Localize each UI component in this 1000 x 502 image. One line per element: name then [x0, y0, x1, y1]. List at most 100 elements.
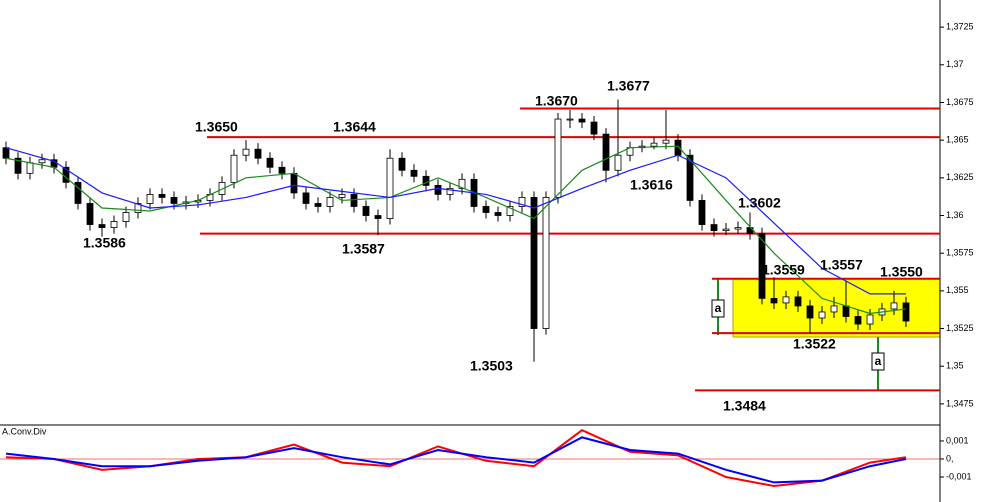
candle-body	[458, 178, 466, 189]
y-tick-label: 1,3475	[946, 398, 974, 408]
range-marker-label: a	[715, 301, 722, 315]
candle-body	[410, 169, 418, 177]
candle-body	[542, 197, 550, 329]
candle-body	[398, 157, 406, 171]
candle-body	[866, 314, 874, 325]
candle-body	[698, 200, 706, 225]
candle-body	[122, 212, 130, 222]
moving-average	[5, 147, 906, 295]
candle-body	[890, 302, 898, 310]
price-annotation: 1.3484	[723, 398, 766, 414]
candle-body	[374, 215, 382, 219]
candle-body	[302, 192, 310, 204]
candle-body	[170, 197, 178, 204]
price-annotation: 1.3644	[333, 119, 376, 135]
candle-body	[26, 162, 34, 174]
candle-body	[842, 305, 850, 317]
candle-body	[230, 154, 238, 183]
candle-body	[590, 121, 598, 135]
candle-body	[86, 203, 94, 225]
candle-body	[662, 139, 670, 144]
candle-body	[146, 194, 154, 204]
candle-body	[770, 298, 778, 304]
candle-body	[722, 228, 730, 231]
candle-body	[494, 212, 502, 216]
indicator-label: A.Conv.Div	[2, 426, 47, 436]
candle-body	[74, 181, 82, 204]
range-box-marker	[711, 299, 725, 318]
candle-body	[614, 154, 622, 171]
candle-body	[242, 148, 250, 156]
macd-line	[5, 436, 907, 484]
candle-body	[314, 203, 322, 207]
candle-body	[554, 118, 562, 198]
candle-body	[350, 194, 358, 207]
candle-body	[854, 316, 862, 325]
candle-body	[134, 203, 142, 213]
price-annotation: 1.3522	[793, 336, 836, 352]
price-annotation: 1.3677	[607, 78, 650, 94]
candle-body	[902, 302, 910, 322]
candle-body	[110, 221, 118, 228]
candle-body	[782, 296, 790, 304]
candle-body	[98, 224, 106, 228]
candle-body	[290, 172, 298, 194]
y-tick-label: 1,3675	[946, 97, 974, 107]
candle-body	[578, 118, 586, 123]
candle-body	[710, 224, 718, 231]
candle-body	[482, 206, 490, 213]
moving-average	[5, 145, 907, 315]
price-annotation: 1.3602	[738, 195, 781, 211]
y-tick-label: 1,365	[946, 135, 969, 145]
candle-body	[650, 142, 658, 147]
y-tick-label: 1,3525	[946, 323, 974, 333]
candle-body	[686, 154, 694, 201]
y-tick-label: 1,35	[946, 361, 964, 371]
y-tick-label: 1,3625	[946, 172, 974, 182]
candle-body	[158, 194, 166, 198]
macd-line	[5, 429, 907, 488]
price-annotation: 1.3650	[195, 119, 238, 135]
candle-body	[518, 197, 526, 207]
y-tick-label: 1,355	[946, 285, 969, 295]
price-annotation: 1.3670	[535, 93, 578, 109]
y-tick-label: 1,3725	[946, 22, 974, 32]
candle-body	[326, 197, 334, 207]
candle-body	[818, 311, 826, 319]
candle-body	[278, 166, 286, 174]
candle-body	[434, 184, 442, 195]
candle-body	[794, 296, 802, 307]
price-annotation: 1.3503	[470, 358, 513, 374]
candle-body	[566, 118, 574, 121]
price-annotation: 1.3557	[820, 257, 863, 273]
candle-body	[446, 187, 454, 195]
candle-body	[734, 227, 742, 230]
candle-body	[530, 197, 538, 329]
target-marker-label: a	[875, 354, 882, 368]
candle-body	[254, 148, 262, 159]
y-tick-label: 1,37	[946, 59, 964, 69]
y2-tick-label: -0,001	[946, 471, 972, 481]
price-annotation: 1.3559	[762, 262, 805, 278]
y-tick-label: 1,36	[946, 210, 964, 220]
price-annotation: 1.3586	[83, 235, 126, 251]
candle-body	[806, 305, 814, 319]
price-annotation: 1.3550	[880, 264, 923, 280]
candle-body	[422, 175, 430, 186]
target-box-marker	[871, 352, 885, 371]
candle-body	[266, 157, 274, 168]
price-annotation: 1.3587	[342, 241, 385, 257]
price-annotation: 1.3616	[630, 177, 673, 193]
candle-body	[758, 233, 766, 299]
y-tick-label: 1,3575	[946, 248, 974, 258]
candle-body	[386, 157, 394, 219]
candle-body	[506, 206, 514, 216]
candle-body	[38, 159, 46, 164]
candle-body	[602, 133, 610, 171]
candle-body	[338, 194, 346, 198]
y2-tick-label: 0,	[946, 453, 954, 463]
candle-body	[362, 206, 370, 216]
candle-body	[2, 147, 10, 159]
candle-body	[830, 305, 838, 313]
